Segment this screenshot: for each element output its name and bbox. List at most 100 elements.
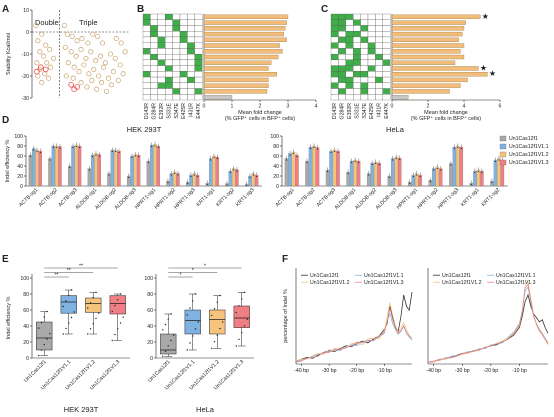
bar (203, 77, 269, 83)
group-title: HeLa (196, 405, 215, 414)
grid-cell (330, 94, 339, 101)
replicate-dot (39, 151, 41, 154)
bar (346, 171, 350, 187)
point-triple (90, 31, 96, 37)
category-label: KRT1-sg1 (460, 187, 481, 208)
data-dot (194, 328, 197, 330)
category-label: ACTB-sg1 (18, 187, 39, 208)
point-double (35, 38, 41, 44)
grid-cell (150, 13, 158, 20)
grid-cell (172, 59, 181, 66)
grid-cell (157, 53, 166, 61)
panel-label-b: B (137, 4, 144, 15)
grid-cell (338, 13, 346, 20)
bar (449, 163, 453, 187)
grid-cell (330, 82, 339, 89)
grid-cell (382, 88, 391, 95)
box (85, 297, 102, 313)
grid-cell (375, 25, 383, 32)
replicate-dot (154, 145, 156, 147)
grid-cell (367, 82, 376, 89)
bar (203, 20, 287, 25)
x-tick-label: 0 (391, 104, 394, 110)
grid-cell (187, 25, 195, 32)
category-label: KRT1-sg2 (481, 187, 502, 208)
grid-cell (150, 36, 158, 43)
bar (356, 160, 361, 187)
bar (312, 145, 316, 187)
bar (370, 162, 374, 187)
grid-cell (338, 25, 346, 32)
point-triple (79, 36, 85, 42)
grid-cell (165, 59, 173, 66)
grid-column-label: E425R (369, 103, 375, 119)
data-dot (119, 293, 122, 295)
grid-cell (157, 76, 166, 83)
bar (332, 149, 337, 187)
data-dot (235, 311, 237, 314)
box (36, 321, 53, 351)
point-triple (96, 73, 102, 79)
x-tick-label: 4 (315, 104, 318, 110)
grid-cell (353, 88, 361, 95)
box (209, 309, 226, 335)
grid-cell (172, 25, 181, 32)
bar (232, 168, 236, 187)
grid-cell (338, 94, 346, 101)
point-highlight (38, 64, 44, 70)
significance-marker: * (192, 268, 194, 274)
legend-label: Un1Cas12f1V1.2 (310, 280, 350, 286)
grid-column-label: I431R (377, 103, 383, 117)
grid-cell (345, 88, 354, 95)
y-tick-label: 20 (147, 340, 153, 346)
bar (284, 158, 289, 187)
replicate-dot (249, 176, 251, 179)
grid-cell (157, 82, 166, 89)
category-label: HPRT1-sg3 (173, 187, 196, 210)
category-label: ACTB-sg2 (38, 187, 59, 208)
grid-cell (375, 42, 383, 49)
legend-label: Un1Cas12f1 (509, 136, 538, 142)
point-triple (100, 64, 107, 70)
replicate-dot (313, 146, 315, 149)
point-triple (78, 80, 84, 86)
x-tick-label: 4 (463, 104, 466, 110)
grid-cell (330, 36, 339, 43)
grid-cell (353, 53, 361, 61)
grid-cell (172, 13, 181, 20)
grid-cell (375, 31, 383, 38)
grid-cell (360, 65, 369, 72)
panel-label-d: D (2, 115, 9, 126)
grid-cell (360, 59, 369, 66)
grid-cell (187, 94, 195, 101)
y-tick-label: 0 (276, 184, 279, 190)
point-double (37, 49, 43, 55)
bar (97, 154, 101, 187)
grid-cell (338, 76, 346, 83)
grid-cell (367, 94, 376, 101)
series-line (295, 308, 413, 363)
grid-cell (157, 48, 166, 55)
grid-cell (157, 59, 166, 66)
grid-cell (382, 71, 391, 78)
replicate-dot (29, 155, 31, 158)
replicate-dot (306, 161, 308, 164)
grid-column-label: S347E (174, 102, 180, 118)
grid-cell (367, 31, 376, 38)
bar (130, 155, 134, 187)
x-tick-label: -40 bp (426, 368, 441, 374)
x-tick-label: 2 (427, 104, 430, 110)
significance-marker: * (204, 263, 206, 269)
replicate-dot (193, 174, 195, 176)
bar (391, 94, 409, 100)
grid-cell (150, 53, 158, 61)
x-tick-label: 6 (499, 104, 502, 110)
grid-cell (150, 42, 158, 49)
replicate-dot (167, 181, 169, 184)
data-dot (219, 327, 221, 330)
data-dot (122, 316, 124, 318)
bar (390, 158, 395, 187)
grid-cell (360, 42, 369, 49)
grid-cell (338, 82, 346, 89)
replicate-dot (457, 146, 459, 149)
